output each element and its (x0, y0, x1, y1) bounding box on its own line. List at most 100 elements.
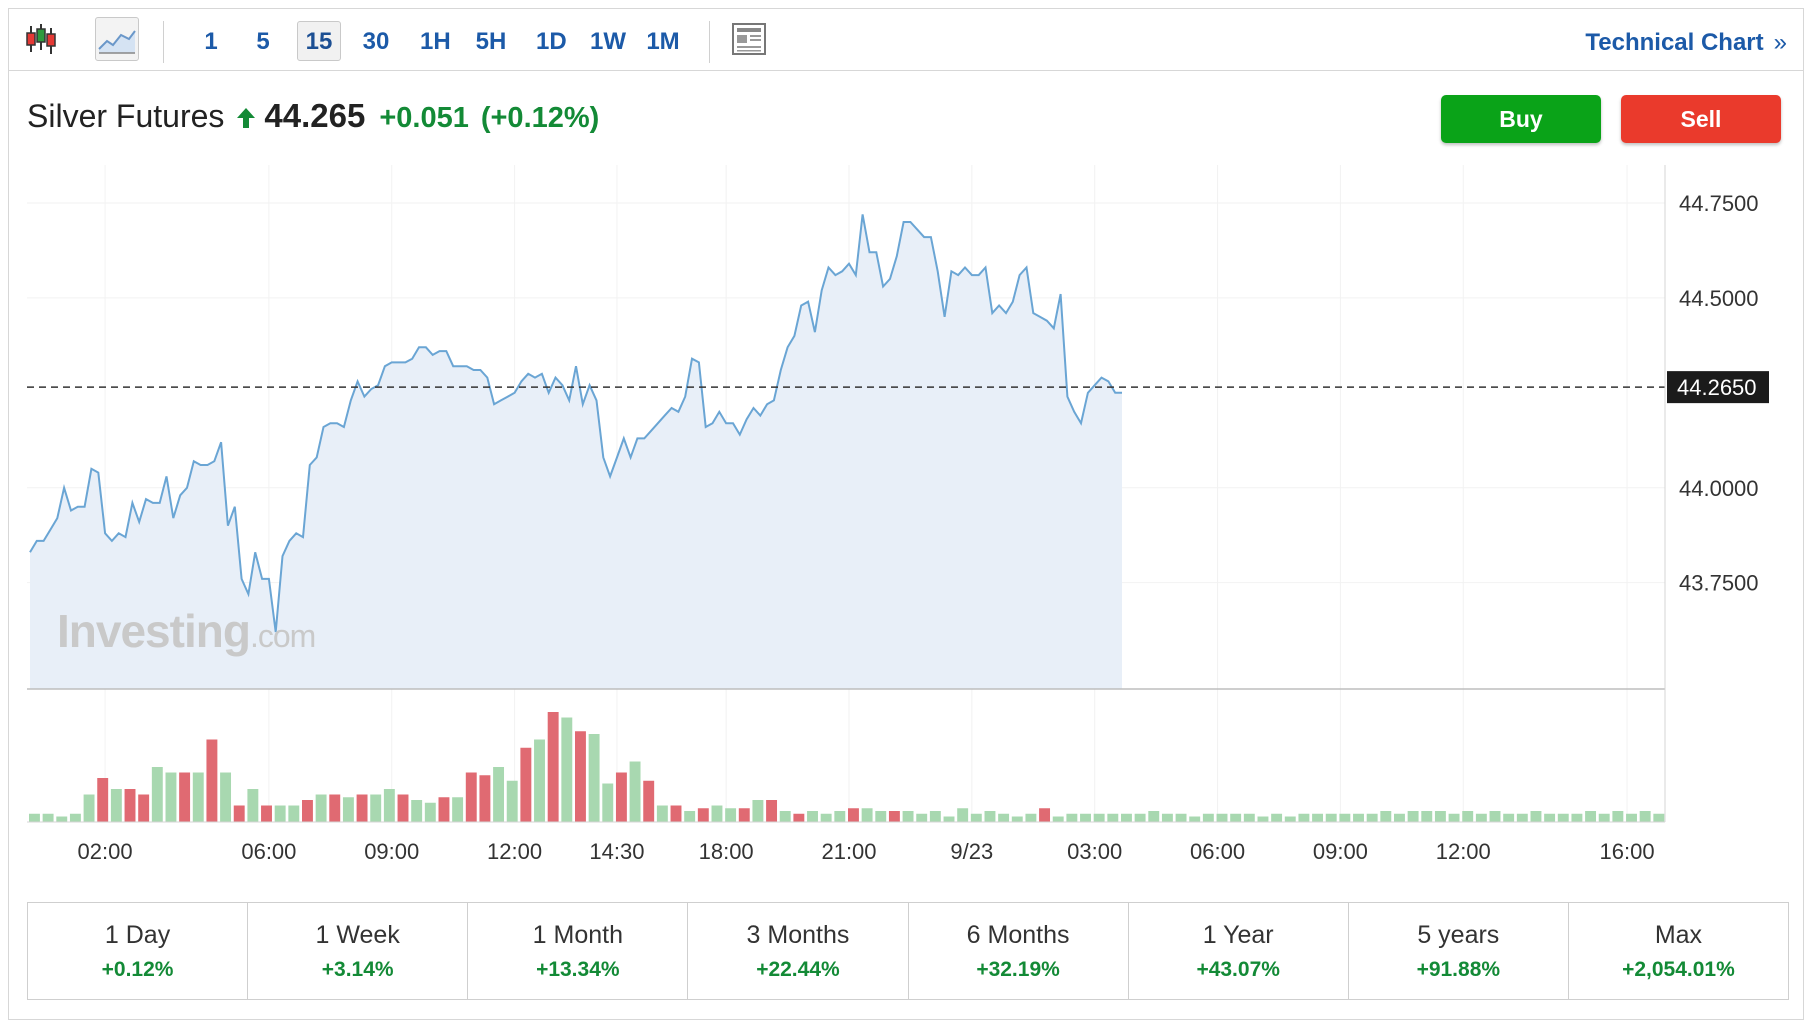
volume-bar (970, 813, 982, 822)
volume-bar (1271, 813, 1283, 822)
y-tick-label: 44.7500 (1679, 191, 1759, 216)
timeframe-1m[interactable]: 1M (646, 28, 680, 55)
period-label: 1 Day (104, 920, 171, 949)
volume-bar (602, 783, 614, 822)
volume-bar (697, 808, 709, 822)
line-chart-icon[interactable] (95, 17, 139, 61)
x-tick-label: 03:00 (1067, 839, 1122, 864)
volume-bar (506, 780, 518, 822)
volume-bar (779, 811, 791, 822)
volume-bar (452, 797, 464, 822)
period-max[interactable]: Max +2,054.01% (1569, 903, 1788, 999)
timeframe-5h[interactable]: 5H (475, 28, 507, 55)
x-tick-label: 9/23 (950, 839, 993, 864)
current-price-label-bg (1667, 371, 1769, 404)
volume-bar (1052, 816, 1064, 822)
volume-bar (383, 789, 395, 822)
volume-bar (1530, 811, 1542, 822)
volume-bar (1243, 813, 1255, 822)
volume-bar (329, 794, 341, 822)
period-1-month[interactable]: 1 Month +13.34% (468, 903, 689, 999)
period-5-years[interactable]: 5 years +91.88% (1349, 903, 1569, 999)
timeframe-1[interactable]: 1 (204, 28, 218, 55)
volume-bar (725, 808, 737, 822)
timeframe-1h[interactable]: 1H (420, 28, 451, 55)
volume-bar (42, 813, 54, 822)
volume-bar (165, 772, 177, 822)
timeframe-5[interactable]: 5 (256, 28, 270, 55)
volume-bar (820, 813, 832, 822)
volume-bar (943, 816, 955, 822)
period-6-months[interactable]: 6 Months +32.19% (909, 903, 1129, 999)
volume-bar (179, 772, 191, 822)
volume-bar (902, 811, 914, 822)
period-change: +91.88% (1416, 957, 1501, 981)
volume-bar (97, 778, 109, 822)
volume-bar (1189, 816, 1201, 822)
volume-bar (370, 794, 382, 822)
volume-bar (888, 811, 900, 822)
volume-bar (493, 767, 505, 822)
period-change: +32.19% (976, 957, 1060, 981)
price-change: +0.051 (379, 102, 469, 134)
volume-bar (711, 805, 723, 822)
news-layout-icon[interactable] (727, 17, 771, 61)
volume-bar (547, 712, 559, 822)
volume-bar (766, 800, 778, 822)
volume-bar (738, 808, 750, 822)
timeframe-15[interactable]: 15 (297, 21, 341, 61)
volume-bar (793, 813, 805, 822)
volume-bar (1093, 813, 1105, 822)
period-change: +22.44% (756, 957, 840, 981)
volume-bar (1421, 811, 1433, 822)
volume-bar (1312, 813, 1324, 822)
volume-bar (411, 800, 423, 822)
sell-button[interactable]: Sell (1621, 95, 1781, 143)
volume-bar (561, 717, 573, 822)
volume-bar (834, 811, 846, 822)
buy-button[interactable]: Buy (1441, 95, 1601, 143)
volume-bar (998, 813, 1010, 822)
volume-bar (1612, 811, 1624, 822)
candlestick-icon[interactable] (19, 17, 63, 61)
volume-bar (1107, 813, 1119, 822)
volume-bar (69, 813, 81, 822)
period-3-months[interactable]: 3 Months +22.44% (688, 903, 909, 999)
period-label: Max (1654, 920, 1703, 949)
volume-bar (424, 802, 436, 822)
period-1-day[interactable]: 1 Day +0.12% (28, 903, 249, 999)
y-tick-label: 44.5000 (1679, 286, 1759, 311)
timeframe-1w[interactable]: 1W (590, 28, 626, 55)
x-tick-label: 18:00 (699, 839, 754, 864)
timeframe-30[interactable]: 30 (362, 28, 390, 55)
volume-bar (1585, 811, 1597, 822)
price-chart[interactable]: 44.7500 44.5000 44.0000 43.7500 44.2650 02:00… (9, 9, 1805, 889)
volume-bar (575, 731, 586, 822)
period-1-week[interactable]: 1 Week +3.14% (248, 903, 469, 999)
volume-bar (1161, 813, 1173, 822)
volume-bar (1380, 811, 1392, 822)
volume-bar (615, 772, 627, 822)
volume-bar (1626, 813, 1637, 822)
last-price: 44.265 (264, 97, 366, 134)
period-label: 1 Month (532, 920, 623, 949)
volume-bar (138, 794, 150, 822)
volume-bar (1325, 813, 1337, 822)
technical-chart-link[interactable]: Technical Chart » (1585, 29, 1787, 57)
period-label: 3 Months (746, 920, 850, 949)
x-tick-label: 02:00 (78, 839, 133, 864)
volume-bar (302, 800, 313, 822)
volume-bar (1134, 813, 1146, 822)
volume-bar (807, 811, 818, 822)
volume-bar (233, 805, 245, 822)
period-change: +2,054.01% (1622, 957, 1735, 981)
volume-bar (1544, 813, 1556, 822)
volume-bar (1434, 811, 1446, 822)
volume-bar (1557, 813, 1569, 822)
timeframe-1d[interactable]: 1D (536, 28, 567, 55)
volume-bar (1366, 813, 1378, 822)
period-1-year[interactable]: 1 Year +43.07% (1129, 903, 1349, 999)
x-tick-label: 12:00 (1436, 839, 1491, 864)
volume-bar (656, 805, 668, 822)
volume-bar (643, 780, 655, 822)
